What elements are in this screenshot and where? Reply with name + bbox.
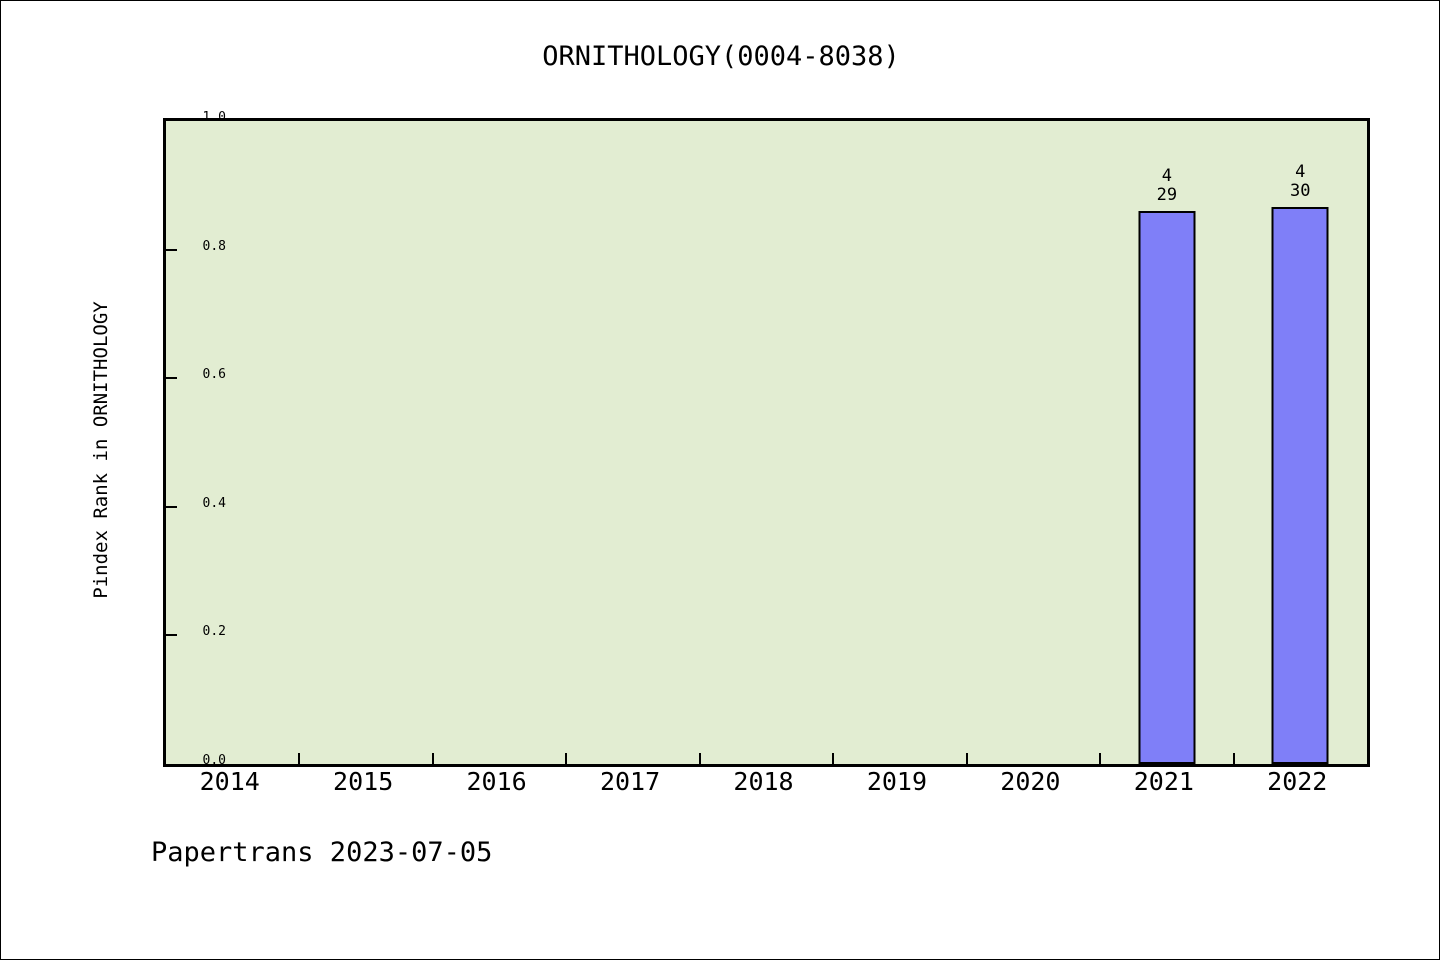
y-axis-tick-label: 0.4 [202, 495, 226, 511]
x-axis-tick-mark [298, 753, 301, 764]
x-axis-tick-mark [832, 753, 835, 764]
x-axis-tick-mark [565, 753, 568, 764]
y-axis-tick-label: 0.2 [202, 624, 226, 640]
y-axis-tick-mark [166, 377, 177, 380]
bar-value-rank: 4 [1295, 161, 1306, 182]
x-axis-tick-mark [965, 753, 968, 764]
bar-value-total: 29 [1156, 185, 1178, 206]
x-axis-tick-label: 2020 [1000, 767, 1061, 796]
bar-2022[interactable] [1271, 206, 1329, 764]
bar-2021[interactable] [1138, 211, 1196, 764]
x-axis-tick-label: 2014 [199, 767, 260, 796]
x-axis-tick-mark [1099, 753, 1102, 764]
bar-slot: 4 29 [1100, 121, 1233, 764]
x-axis-tick-label: 2018 [733, 767, 794, 796]
bar-value-label: 4 30 [1290, 161, 1311, 201]
x-axis-tick-label: 2021 [1133, 767, 1194, 796]
y-axis-tick-mark [166, 248, 177, 251]
y-axis-label: Pindex Rank in ORNITHOLOGY [90, 301, 112, 599]
x-axis-tick-label: 2022 [1267, 767, 1328, 796]
y-axis-tick-label: 0.0 [202, 753, 226, 768]
plot-area: 4 29 4 30 [163, 118, 1370, 767]
y-axis-tick-label: 0.6 [202, 367, 226, 383]
y-axis-tick-label: 0.8 [202, 238, 226, 254]
y-axis-tick-mark [166, 634, 177, 637]
bar-value-total: 30 [1290, 180, 1311, 201]
x-axis-tick-label: 2017 [599, 767, 661, 796]
y-axis-tick-mark [166, 505, 177, 508]
x-axis-tick-mark [1232, 753, 1235, 764]
bar-slot: 4 30 [1234, 121, 1367, 764]
chart-title: ORNITHOLOGY(0004-8038) [542, 41, 900, 72]
x-axis-tick-label: 2016 [466, 767, 527, 796]
y-axis-tick-label: 1.0 [202, 110, 226, 125]
x-axis-tick-mark [431, 753, 434, 764]
footer-caption: Papertrans 2023-07-05 [151, 837, 493, 868]
x-axis-tick-label: 2019 [866, 767, 928, 796]
x-axis-tick-mark [698, 753, 701, 764]
bar-value-label: 4 29 [1157, 167, 1177, 205]
x-axis-tick-label: 2015 [333, 767, 394, 796]
plot-inner: 4 29 4 30 [166, 121, 1367, 764]
bar-value-rank: 4 [1161, 166, 1172, 187]
